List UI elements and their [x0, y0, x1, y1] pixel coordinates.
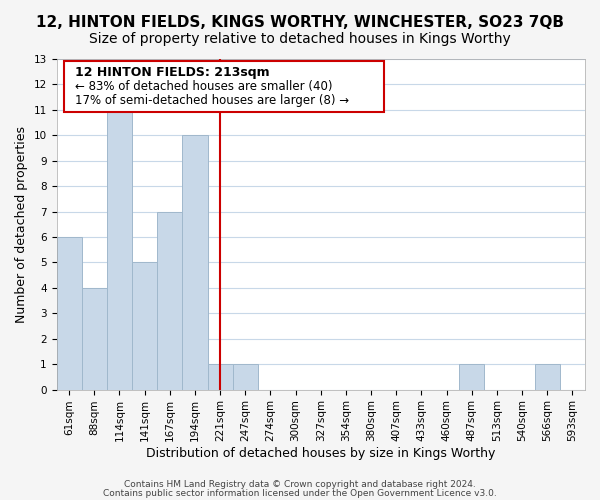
- Text: 12 HINTON FIELDS: 213sqm: 12 HINTON FIELDS: 213sqm: [75, 66, 269, 80]
- Text: ← 83% of detached houses are smaller (40): ← 83% of detached houses are smaller (40…: [75, 80, 332, 94]
- Bar: [182, 136, 208, 390]
- Bar: [208, 364, 233, 390]
- Text: Contains public sector information licensed under the Open Government Licence v3: Contains public sector information licen…: [103, 489, 497, 498]
- Bar: [535, 364, 560, 390]
- Bar: [107, 110, 132, 390]
- FancyBboxPatch shape: [64, 60, 384, 112]
- Y-axis label: Number of detached properties: Number of detached properties: [15, 126, 28, 323]
- Bar: [157, 212, 182, 390]
- Bar: [56, 237, 82, 390]
- Text: 17% of semi-detached houses are larger (8) →: 17% of semi-detached houses are larger (…: [75, 94, 349, 106]
- Bar: [233, 364, 258, 390]
- X-axis label: Distribution of detached houses by size in Kings Worthy: Distribution of detached houses by size …: [146, 447, 496, 460]
- Text: Size of property relative to detached houses in Kings Worthy: Size of property relative to detached ho…: [89, 32, 511, 46]
- Bar: [82, 288, 107, 390]
- Bar: [459, 364, 484, 390]
- Bar: [132, 262, 157, 390]
- Text: 12, HINTON FIELDS, KINGS WORTHY, WINCHESTER, SO23 7QB: 12, HINTON FIELDS, KINGS WORTHY, WINCHES…: [36, 15, 564, 30]
- Text: Contains HM Land Registry data © Crown copyright and database right 2024.: Contains HM Land Registry data © Crown c…: [124, 480, 476, 489]
